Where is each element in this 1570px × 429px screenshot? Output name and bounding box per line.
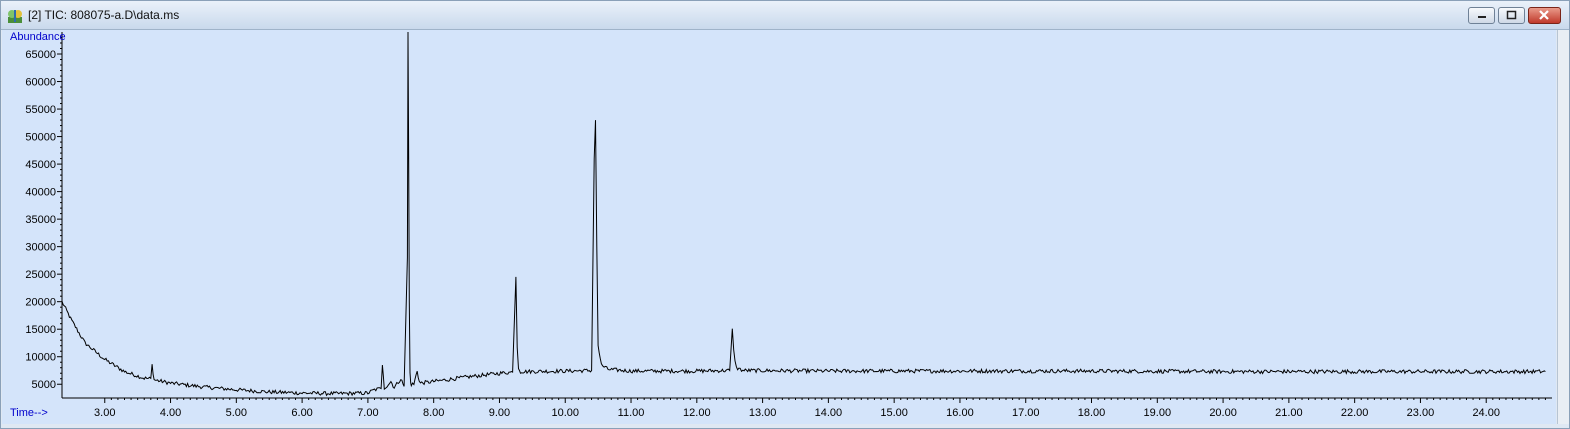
y-tick-label: 15000 xyxy=(25,324,56,336)
x-axis-label: Time--> xyxy=(10,407,48,419)
right-border-strip xyxy=(1557,30,1569,424)
y-tick-label: 40000 xyxy=(25,187,56,199)
plot-area[interactable]: 5000 10000 15000 20000 25000 30000 35000 40000 4… xyxy=(2,30,1556,424)
chromatogram-chart: 5000 10000 15000 20000 25000 30000 35000 40000 4… xyxy=(10,31,1552,419)
x-tick-label: 12.00 xyxy=(683,407,711,419)
maximize-button[interactable] xyxy=(1498,7,1525,24)
y-tick-label: 55000 xyxy=(25,104,56,116)
x-tick-label: 5.00 xyxy=(226,407,247,419)
y-tick-label: 5000 xyxy=(32,379,56,391)
window-title: [2] TIC: 808075-a.D\data.ms xyxy=(28,8,180,22)
x-tick-label: 22.00 xyxy=(1341,407,1369,419)
x-tick-label: 16.00 xyxy=(946,407,974,419)
x-tick-label: 21.00 xyxy=(1275,407,1303,419)
x-tick-label: 4.00 xyxy=(160,407,181,419)
x-tick-label: 24.00 xyxy=(1472,407,1500,419)
x-tick-label: 14.00 xyxy=(815,407,843,419)
y-tick-label: 20000 xyxy=(25,297,56,309)
y-tick-label: 50000 xyxy=(25,132,56,144)
x-tick-label: 18.00 xyxy=(1078,407,1106,419)
x-tick-label: 3.00 xyxy=(94,407,115,419)
y-tick-label: 35000 xyxy=(25,214,56,226)
title-bar[interactable]: [2] TIC: 808075-a.D\data.ms xyxy=(1,1,1569,30)
y-tick-label: 65000 xyxy=(25,49,56,61)
x-tick-label: 19.00 xyxy=(1144,407,1172,419)
maximize-icon xyxy=(1506,10,1517,20)
x-tick-label: 17.00 xyxy=(1012,407,1040,419)
y-tick-label: 10000 xyxy=(25,352,56,364)
close-button[interactable] xyxy=(1528,7,1561,24)
x-tick-label: 11.00 xyxy=(618,407,645,419)
x-tick-label: 8.00 xyxy=(423,407,444,419)
close-icon xyxy=(1539,10,1549,20)
y-axis-label: Abundance xyxy=(10,31,66,43)
x-tick-label: 20.00 xyxy=(1209,407,1237,419)
minimize-button[interactable] xyxy=(1468,7,1495,24)
tic-trace-line xyxy=(61,31,1546,397)
x-tick-label: 13.00 xyxy=(749,407,777,419)
x-tick-label: 10.00 xyxy=(551,407,579,419)
minimize-icon xyxy=(1478,16,1486,18)
x-tick-label: 15.00 xyxy=(880,407,908,419)
x-tick-label: 6.00 xyxy=(291,407,312,419)
x-tick-label: 7.00 xyxy=(357,407,378,419)
y-tick-label: 60000 xyxy=(25,77,56,89)
x-tick-label: 9.00 xyxy=(489,407,510,419)
y-tick-label: 45000 xyxy=(25,159,56,171)
y-tick-label: 30000 xyxy=(25,242,56,254)
chromatogram-app-icon xyxy=(8,10,22,23)
x-tick-label: 23.00 xyxy=(1407,407,1435,419)
y-tick-label: 25000 xyxy=(25,269,56,281)
